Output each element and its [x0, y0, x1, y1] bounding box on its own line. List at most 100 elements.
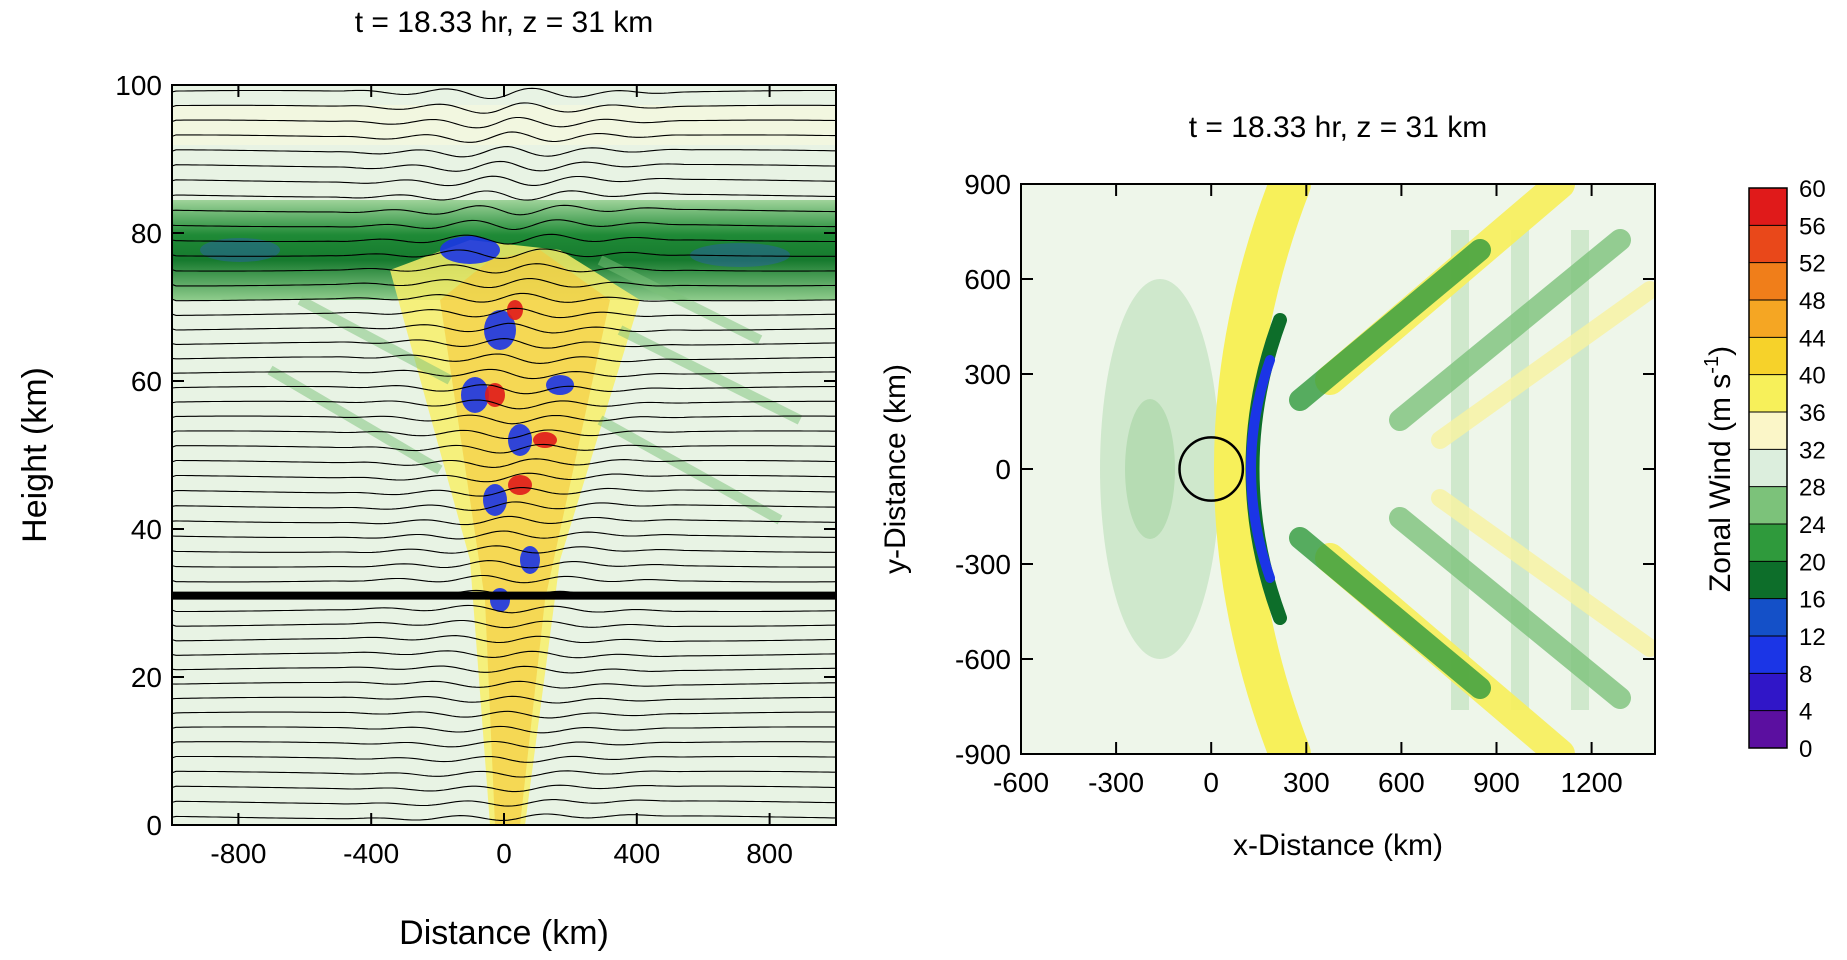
isentrope [172, 102, 836, 114]
x-tick-label: 400 [613, 838, 660, 869]
x-axis-label: x-Distance (km) [1233, 829, 1443, 862]
y-tick-label: 100 [115, 70, 162, 101]
y-tick-label: -300 [955, 549, 1011, 580]
y-axis-label: y-Distance (km) [879, 364, 912, 574]
colorbar-tick-label: 44 [1799, 325, 1826, 352]
isentrope [172, 131, 836, 143]
colorbar-tick-label: 8 [1799, 661, 1812, 688]
colorbar-tick-label: 24 [1799, 512, 1826, 539]
colorbar-swatch [1749, 449, 1787, 487]
isentrope [172, 338, 836, 349]
isentrope [172, 146, 836, 158]
colorbar-tick-label: 12 [1799, 624, 1826, 651]
isentrope [172, 665, 836, 674]
colorbar-swatch [1749, 262, 1787, 300]
colorbar-tick-label: 0 [1799, 736, 1812, 763]
y-tick-label: -900 [955, 739, 1011, 770]
colorbar-tick-label: 36 [1799, 400, 1826, 427]
isentrope [172, 429, 836, 440]
colorbar-tick-label: 52 [1799, 251, 1826, 278]
isentrope [172, 160, 836, 172]
colorbar-swatch [1749, 300, 1787, 338]
colorbar-label: Zonal Wind (m s-1) [1701, 346, 1737, 592]
isentrope [172, 650, 836, 659]
y-tick-label: 60 [131, 366, 162, 397]
colorbar-tick-label: 60 [1799, 176, 1826, 203]
isentrope [172, 574, 836, 584]
colorbar-swatch [1749, 710, 1787, 748]
chart-title: t = 18.33 hr, z = 31 km [355, 6, 654, 39]
colorbar-tick-label: 28 [1799, 475, 1826, 502]
colorbar-tick-label: 40 [1799, 363, 1826, 390]
colorbar-tick-label: 32 [1799, 437, 1826, 464]
x-axis-label: Distance (km) [399, 914, 609, 952]
field-right [1021, 184, 1655, 754]
colorbar-swatch [1749, 188, 1787, 226]
isentrope [172, 784, 836, 793]
chart-title: t = 18.33 hr, z = 31 km [1189, 111, 1488, 144]
colorbar-tick-label: 16 [1799, 587, 1826, 614]
y-tick-label: 0 [146, 810, 162, 841]
colorbar-label-text: ) [1704, 346, 1737, 356]
isentrope [172, 635, 836, 644]
colorbar-swatch [1749, 561, 1787, 599]
isentrope [172, 770, 836, 778]
isentrope [172, 292, 836, 303]
isentrope [172, 472, 836, 483]
isentrope [172, 799, 836, 807]
isentrope [172, 307, 836, 319]
colorbar-tick-label: 4 [1799, 699, 1812, 726]
isentrope [172, 619, 836, 629]
y-tick-label: 20 [131, 662, 162, 693]
x-tick-label: -400 [343, 838, 399, 869]
x-tick-label: 600 [1378, 767, 1425, 798]
y-tick-label: 80 [131, 218, 162, 249]
x-tick-label: 1200 [1560, 767, 1622, 798]
isentropes [172, 87, 836, 821]
isentrope [172, 443, 836, 454]
y-axis-label: Height (km) [16, 367, 54, 543]
x-tick-label: 800 [746, 838, 793, 869]
y-tick-label: 300 [964, 359, 1011, 390]
colorbar-tick-label: 56 [1799, 213, 1826, 240]
isentrope [172, 515, 836, 526]
isentrope [172, 560, 836, 569]
x-tick-label: -600 [993, 767, 1049, 798]
isentrope [172, 604, 836, 614]
colorbar-tick-label: 48 [1799, 288, 1826, 315]
colorbar-label-sup: -1 [1701, 356, 1723, 374]
colorbar-swatch [1749, 412, 1787, 450]
colorbar-swatch [1749, 598, 1787, 636]
isentrope [172, 487, 836, 497]
colorbar-swatch [1749, 374, 1787, 412]
colorbar-swatch [1749, 486, 1787, 524]
isentrope [172, 219, 836, 231]
colorbar-swatch [1749, 673, 1787, 711]
source-circle [1178, 436, 1245, 502]
isentrope [172, 263, 836, 274]
y-tick-label: 600 [964, 264, 1011, 295]
colorbar-label-text: Zonal Wind (m s [1704, 374, 1737, 592]
colorbar-swatch [1749, 225, 1787, 263]
colorbar-tick-label: 20 [1799, 549, 1826, 576]
y-tick-label: 0 [995, 454, 1011, 485]
isentrope [172, 233, 836, 245]
isentrope [172, 458, 836, 468]
colorbar-swatch [1749, 636, 1787, 674]
y-tick-label: 40 [131, 514, 162, 545]
isentrope [172, 501, 836, 511]
isentrope [172, 353, 836, 364]
x-tick-label: 0 [1203, 767, 1219, 798]
isentrope [172, 175, 836, 187]
x-tick-label: -300 [1088, 767, 1144, 798]
isentrope [172, 204, 836, 216]
x-tick-label: 300 [1283, 767, 1330, 798]
isentrope [172, 414, 836, 425]
isentrope [172, 277, 836, 289]
isentrope [172, 368, 836, 380]
y-tick-label: -600 [955, 644, 1011, 675]
isentrope [172, 190, 836, 201]
isentrope [172, 710, 836, 719]
y-tick-label: 900 [964, 169, 1011, 200]
